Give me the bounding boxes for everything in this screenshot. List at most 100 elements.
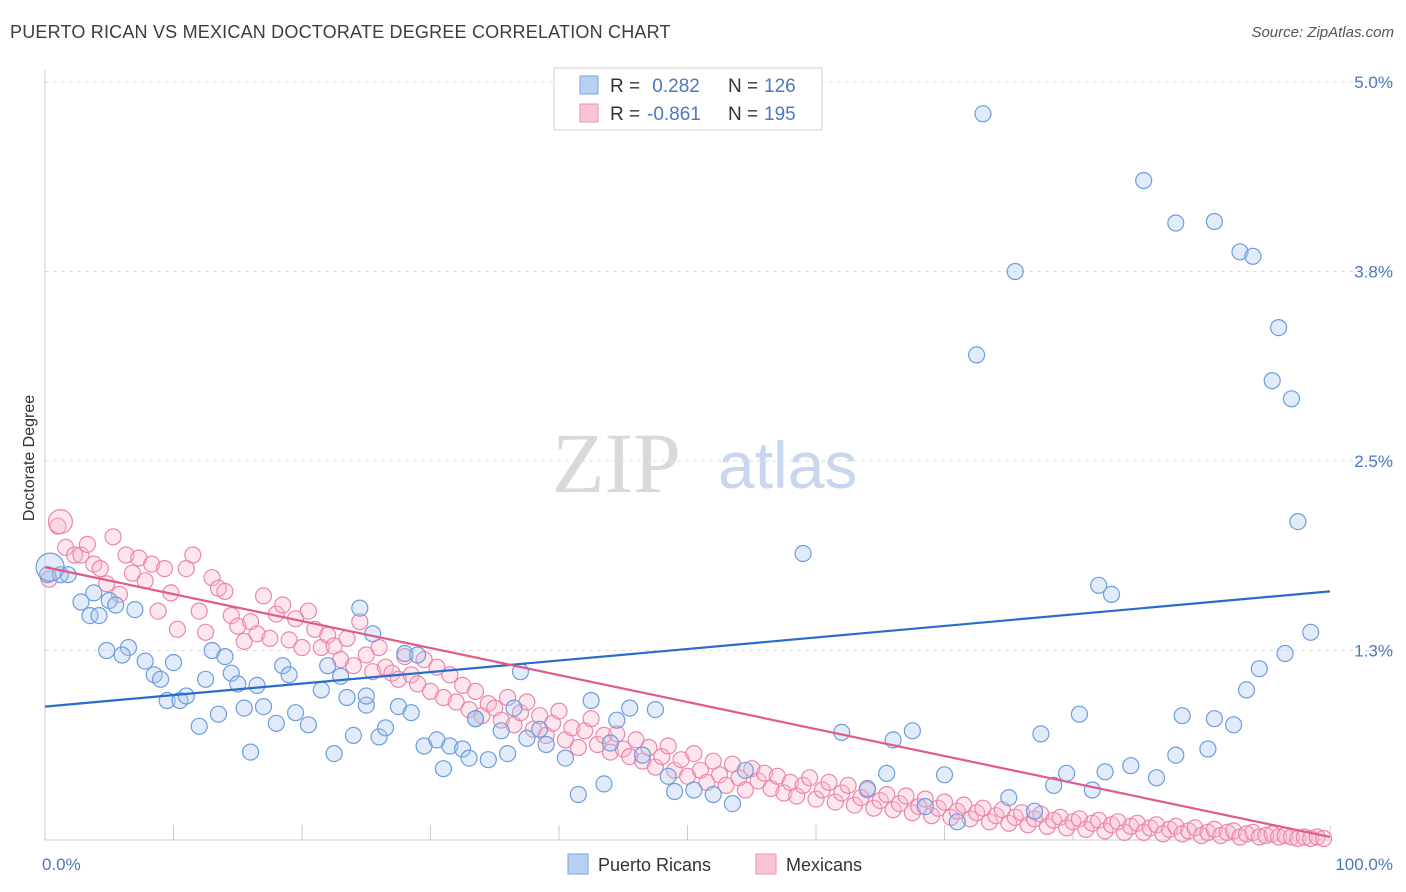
mexicans-point-23 (197, 623, 215, 641)
mexicans-point-190 (1269, 828, 1288, 846)
puerto-ricans-point-12 (113, 646, 131, 664)
mexicans-point-16 (149, 602, 167, 620)
puerto-ricans-point-57 (505, 699, 523, 717)
chart-title: PUERTO RICAN VS MEXICAN DOCTORATE DEGREE… (10, 22, 671, 42)
watermark-atlas: atlas (718, 428, 857, 502)
puerto-ricans-point-116 (1057, 764, 1076, 782)
legend-r-value-0: 0.282 (647, 76, 700, 97)
mexicans-point-138 (935, 793, 954, 811)
puerto-ricans-point-27 (209, 705, 228, 723)
y-tick-label-1: 2.5% (1354, 452, 1393, 471)
mexicans-point-187 (1250, 828, 1268, 846)
mexicans-point-48 (357, 646, 375, 664)
legend-n-label-1: N = (728, 104, 758, 125)
mexicans-point-165 (1109, 813, 1127, 831)
puerto-ricans-point-26 (216, 647, 234, 666)
mexicans-point-157 (1057, 819, 1076, 837)
puerto-ricans-point-92 (1090, 576, 1108, 594)
mexicans-point-12 (123, 564, 141, 582)
puerto-ricans-point-91 (1070, 705, 1089, 723)
puerto-ricans-point-61 (537, 735, 555, 754)
puerto-ricans-point-76 (351, 599, 369, 617)
mexicans-point-197 (1314, 829, 1333, 848)
mexicans-point-89 (621, 747, 639, 766)
puerto-ricans-point-105 (1250, 660, 1268, 678)
puerto-ricans-point-29 (254, 697, 273, 716)
mexicans-point-87 (608, 725, 626, 743)
bottom-legend-puerto-ricans: Puerto Ricans (598, 855, 711, 875)
mexicans-point-94 (653, 747, 671, 766)
legend-swatch-mexicans (579, 103, 599, 123)
puerto-ricans-point-107 (1224, 716, 1243, 734)
puerto-ricans-point-90 (1032, 725, 1050, 743)
mexicans-point-171 (1147, 816, 1166, 834)
mexicans-point-118 (807, 790, 825, 808)
puerto-ricans-point-99 (1269, 319, 1288, 337)
puerto-ricans-point-112 (1147, 769, 1166, 787)
puerto-ricans-point-124 (858, 779, 877, 798)
puerto-ricans-point-93 (1102, 585, 1121, 604)
puerto-ricans-point-4 (81, 606, 99, 625)
puerto-ricans-point-78 (357, 687, 375, 705)
puerto-ricans-point-28 (248, 676, 266, 695)
puerto-ricans-point-88 (974, 105, 992, 123)
mexicans-point-21 (184, 546, 202, 564)
mexicans-point-24 (203, 569, 221, 587)
mexicans-point-86 (601, 743, 620, 761)
bottom-legend-swatch-puerto-ricans (567, 853, 589, 875)
puerto-ricans-point-70 (646, 700, 665, 719)
mexicans-point-115 (788, 787, 806, 805)
puerto-ricans-point-72 (685, 781, 703, 799)
stats-legend: R = 0.282 N = 126 R = -0.861 N = 195 (553, 67, 823, 131)
y-tick-label-2: 3.8% (1354, 263, 1393, 282)
puerto-ricans-point-119 (1000, 788, 1018, 807)
puerto-ricans-point-55 (492, 722, 510, 740)
bottom-legend-swatch-mexicans (755, 853, 777, 875)
mexicans-point-62 (447, 693, 465, 711)
mexicans-point-75 (531, 707, 549, 725)
puerto-ricans-point-8 (85, 584, 103, 602)
legend-r-label-0: R = (610, 76, 640, 97)
puerto-ricans-point-35 (299, 716, 317, 734)
mexicans-point-145 (980, 813, 999, 831)
mexicans-point-32 (254, 587, 273, 605)
puerto-ricans-point-51 (454, 740, 472, 758)
mexicans-point-39 (299, 602, 317, 620)
mexicans-point-107 (736, 781, 754, 799)
mexicans-point-95 (659, 737, 677, 755)
mexicans-point-60 (434, 688, 452, 707)
puerto-ricans-point-109 (1199, 740, 1217, 758)
mexicans-point-22 (190, 602, 208, 620)
puerto-ricans-point-3 (72, 593, 90, 611)
puerto-ricans-point-71 (659, 767, 677, 785)
mexicans-point-29 (235, 632, 253, 651)
puerto-ricans-point-122 (903, 722, 922, 740)
mexicans-point-148 (1000, 814, 1018, 832)
mexicans-point-35 (274, 596, 292, 614)
puerto-ricans-point-68 (621, 699, 639, 717)
puerto-ricans-point-98 (1244, 247, 1262, 265)
mexicans-cluster-point (47, 509, 74, 535)
mexicans-point-81 (569, 738, 587, 757)
mexicans-point-130 (884, 801, 902, 819)
puerto-ricans-point-113 (1122, 757, 1140, 775)
mexicans-point-27 (222, 606, 240, 625)
puerto-ricans-point-97 (1231, 243, 1249, 261)
mexicans-point-49 (364, 663, 382, 681)
puerto-ricans-point-42 (370, 728, 388, 746)
puerto-ricans-point-96 (1205, 212, 1224, 231)
mexicans-point-166 (1115, 823, 1134, 842)
mexicans-point-52 (383, 664, 401, 682)
puerto-ricans-point-75 (736, 761, 754, 779)
mexicans-point-9 (104, 528, 122, 546)
mexicans-point-163 (1096, 822, 1114, 840)
series-legend: Puerto Ricans Mexicans (567, 853, 862, 875)
mexicans-point-154 (1038, 817, 1056, 836)
puerto-ricans-point-79 (319, 657, 337, 675)
mexicans-point-110 (755, 764, 774, 782)
legend-n-value-1: 195 (764, 104, 796, 125)
puerto-ricans-point-23 (222, 664, 240, 682)
mexicans-point-28 (229, 617, 247, 635)
y-tick-label-3: 5.0% (1354, 73, 1393, 92)
